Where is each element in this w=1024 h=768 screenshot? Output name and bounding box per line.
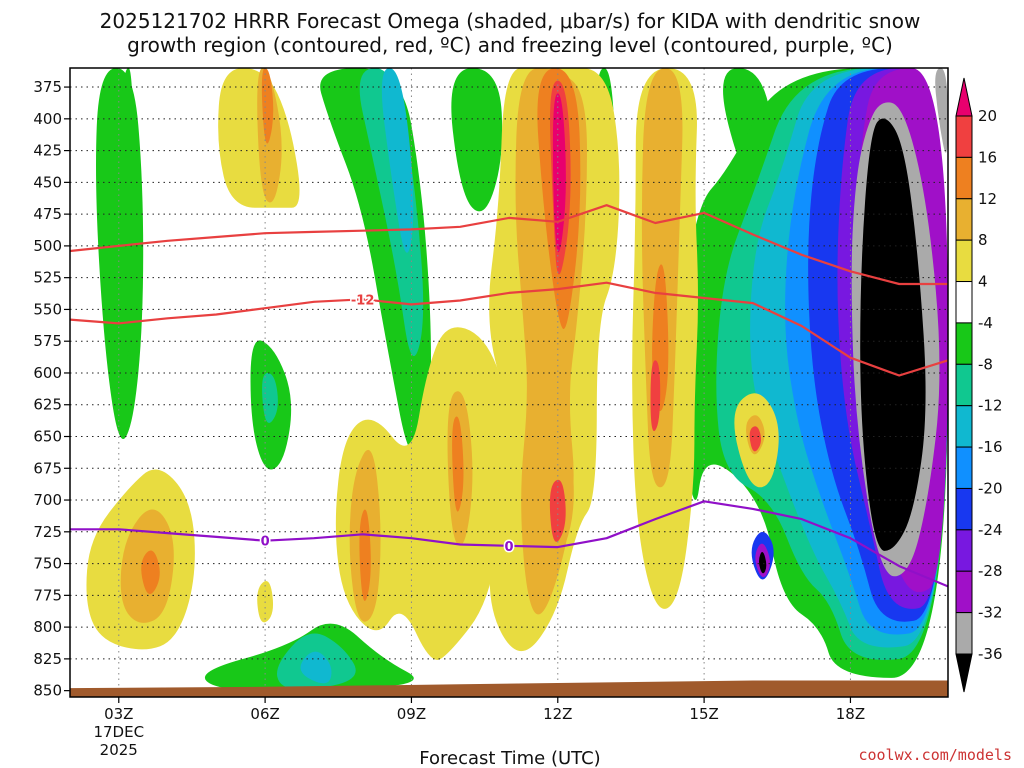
omega-region xyxy=(749,426,761,452)
colorbar-label: 12 xyxy=(978,190,997,208)
y-tick-label: 575 xyxy=(33,332,62,350)
chart-title: 2025121702 HRRR Forecast Omega (shaded, … xyxy=(100,9,921,33)
omega-region xyxy=(381,68,414,253)
omega-region xyxy=(860,118,926,551)
y-tick-label: 850 xyxy=(33,682,62,700)
x-tick-label: 06Z xyxy=(250,705,279,723)
omega-region xyxy=(935,68,948,153)
omega-region xyxy=(118,68,134,357)
x-axis: 17DEC 2025 03Z 06Z 09Z 12Z 15Z 18Z xyxy=(93,697,865,759)
y-tick-label: 450 xyxy=(33,173,62,191)
colorbar-box xyxy=(955,529,973,572)
colorbar-label: -12 xyxy=(978,397,1003,415)
contour-lines: -12 0 0 xyxy=(70,204,948,588)
y-tick-label: 400 xyxy=(33,110,62,128)
colorbar-label: -20 xyxy=(978,479,1003,497)
y-tick-label: 825 xyxy=(33,650,62,668)
colorbar-top-arrow xyxy=(955,77,973,117)
colorbar-label: -24 xyxy=(978,521,1003,539)
colorbar-box xyxy=(955,446,973,489)
colorbar-box xyxy=(955,239,973,283)
chart-subtitle: growth region (contoured, red, ºC) and f… xyxy=(127,33,893,57)
y-tick-label: 475 xyxy=(33,205,62,223)
omega-region xyxy=(300,651,332,684)
terrain-fill xyxy=(70,680,948,697)
y-tick-label: 625 xyxy=(33,396,62,414)
omega-region xyxy=(650,360,661,432)
x-tick-label: 12Z xyxy=(543,705,572,723)
x-axis-title: Forecast Time (UTC) xyxy=(419,748,600,768)
colorbar-box xyxy=(955,156,973,200)
colorbar-box xyxy=(955,570,973,614)
freezing-level-line xyxy=(70,500,948,588)
terrain xyxy=(70,680,948,697)
x-tick-label: 18Z xyxy=(836,705,865,723)
colorbar-label: 8 xyxy=(978,231,988,249)
colorbar-box xyxy=(955,363,973,407)
y-tick-label: 750 xyxy=(33,555,62,573)
colorbar-label: -32 xyxy=(978,604,1003,622)
y-tick-label: 600 xyxy=(33,364,62,382)
x-tick-label: 15Z xyxy=(689,705,718,723)
grid-lines xyxy=(70,68,948,697)
colorbar-box xyxy=(955,115,973,158)
y-tick-label: 775 xyxy=(33,586,62,604)
contour-label: 0 xyxy=(504,540,513,555)
plot-area: -12 0 0 xyxy=(70,68,948,697)
colorbar-label: -16 xyxy=(978,438,1003,456)
omega-region xyxy=(452,416,464,512)
colorbar-box xyxy=(955,322,973,365)
colorbar-box xyxy=(955,612,973,655)
y-tick-label: 550 xyxy=(33,300,62,318)
omega-region xyxy=(552,93,566,253)
x-tick-label: 03Z xyxy=(104,705,133,723)
y-tick-label: 700 xyxy=(33,491,62,509)
colorbar-label: -4 xyxy=(978,314,993,332)
x-date-line1: 17DEC xyxy=(93,723,144,741)
colorbar-label: -8 xyxy=(978,355,993,373)
plot-frame xyxy=(69,67,949,698)
y-tick-label: 500 xyxy=(33,237,62,255)
colorbar-box xyxy=(955,405,973,448)
colorbar-label: 16 xyxy=(978,148,997,166)
dendritic-contour-line xyxy=(70,281,948,377)
contour-label: 0 xyxy=(261,535,270,550)
y-tick-label: 375 xyxy=(33,78,62,96)
colorbar-bottom-arrow xyxy=(955,653,973,693)
omega-region xyxy=(759,552,767,574)
colorbar-box xyxy=(955,198,973,241)
y-tick-label: 425 xyxy=(33,142,62,160)
colorbar-label: 4 xyxy=(978,273,988,291)
colorbar-label: -28 xyxy=(978,562,1003,580)
colorbar-box xyxy=(955,281,973,324)
colorbar: 20 16 12 8 4 -4 -8 -12 -16 -20 -24 -28 -32 -36 xyxy=(955,77,1003,693)
dendritic-contour-line xyxy=(70,204,948,286)
y-axis: 375 400 425 450 475 500 525 550 575 600 625 650 675 7… xyxy=(33,78,70,700)
contour-label: -12 xyxy=(351,293,375,308)
y-tick-label: 650 xyxy=(33,428,62,446)
x-date-line2: 2025 xyxy=(100,741,138,759)
colorbar-label: 20 xyxy=(978,107,997,125)
y-tick-label: 675 xyxy=(33,459,62,477)
omega-region xyxy=(262,373,278,424)
y-tick-label: 725 xyxy=(33,523,62,541)
y-tick-label: 525 xyxy=(33,269,62,287)
omega-region xyxy=(359,509,371,602)
omega-region xyxy=(549,479,566,542)
x-tick-label: 09Z xyxy=(397,705,426,723)
omega-region xyxy=(261,68,274,144)
colorbar-box xyxy=(955,487,973,531)
omega-region xyxy=(451,68,503,212)
colorbar-label: -36 xyxy=(978,645,1003,663)
y-tick-label: 800 xyxy=(33,618,62,636)
omega-region xyxy=(141,550,160,595)
credit-text: coolwx.com/models xyxy=(858,746,1012,764)
